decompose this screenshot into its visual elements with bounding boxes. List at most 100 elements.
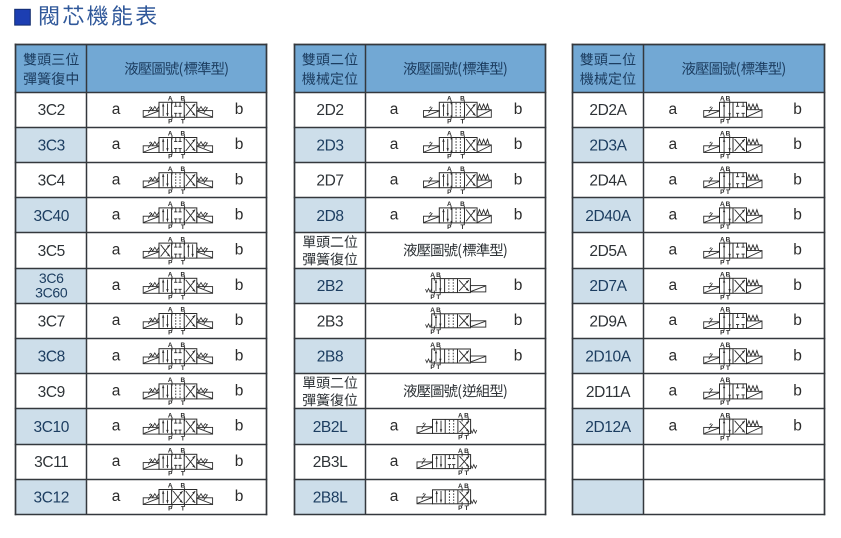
svg-text:3C40: 3C40 (34, 208, 70, 225)
svg-text:P: P (458, 470, 463, 477)
svg-text:3C4: 3C4 (38, 173, 66, 190)
svg-text:P: P (430, 364, 435, 371)
svg-text:T: T (181, 189, 185, 196)
svg-text:T: T (181, 471, 185, 478)
svg-text:b: b (793, 207, 802, 224)
svg-text:a: a (668, 347, 677, 364)
svg-text:B: B (726, 166, 731, 173)
svg-text:T: T (726, 295, 730, 302)
svg-text:b: b (235, 312, 244, 329)
svg-text:3C7: 3C7 (38, 313, 65, 330)
svg-text:b: b (793, 383, 802, 400)
svg-text:b: b (514, 171, 523, 188)
svg-text:B: B (726, 131, 731, 138)
svg-text:B: B (726, 96, 731, 103)
svg-text:a: a (112, 207, 121, 224)
svg-text:T: T (726, 154, 730, 161)
svg-text:a: a (112, 488, 121, 505)
svg-text:b: b (514, 312, 523, 329)
svg-text:A: A (720, 412, 725, 419)
svg-text:a: a (668, 171, 677, 188)
svg-text:b: b (235, 453, 244, 470)
svg-text:A: A (720, 236, 725, 243)
svg-text:T: T (464, 470, 468, 477)
svg-text:P: P (720, 224, 725, 231)
svg-text:T: T (726, 330, 730, 337)
svg-text:P: P (168, 259, 173, 266)
svg-text:2B3: 2B3 (317, 313, 343, 330)
svg-text:A: A (430, 342, 435, 349)
svg-text:P: P (720, 365, 725, 372)
svg-text:b: b (235, 171, 244, 188)
svg-text:b: b (793, 242, 802, 259)
svg-text:b: b (793, 171, 802, 188)
svg-text:b: b (235, 277, 244, 294)
svg-text:a: a (668, 418, 677, 435)
svg-text:P: P (168, 154, 173, 161)
svg-text:b: b (235, 418, 244, 435)
svg-text:P: P (447, 154, 452, 161)
svg-text:A: A (720, 201, 725, 208)
svg-text:a: a (112, 101, 121, 118)
svg-text:b: b (235, 101, 244, 118)
svg-text:b: b (793, 277, 802, 294)
svg-text:A: A (447, 166, 452, 173)
svg-text:B: B (460, 166, 465, 173)
svg-text:B: B (436, 272, 441, 279)
svg-text:A: A (447, 201, 452, 208)
svg-text:2D2: 2D2 (316, 102, 343, 119)
svg-text:2B3L: 2B3L (313, 454, 348, 471)
svg-text:B: B (726, 272, 731, 279)
svg-text:a: a (390, 488, 399, 505)
svg-text:B: B (180, 377, 185, 384)
svg-text:P: P (168, 365, 173, 372)
svg-text:T: T (461, 189, 465, 196)
svg-text:T: T (464, 505, 468, 512)
svg-text:B: B (436, 342, 441, 349)
svg-text:B: B (180, 201, 185, 208)
svg-text:T: T (464, 435, 468, 442)
svg-text:a: a (668, 383, 677, 400)
svg-text:P: P (168, 435, 173, 442)
svg-text:A: A (168, 272, 173, 279)
svg-text:A: A (720, 307, 725, 314)
svg-text:B: B (726, 236, 731, 243)
svg-text:A: A (168, 483, 173, 490)
svg-text:B: B (460, 201, 465, 208)
svg-text:b: b (235, 242, 244, 259)
svg-text:A: A (720, 377, 725, 384)
svg-text:P: P (720, 400, 725, 407)
svg-text:T: T (181, 154, 185, 161)
svg-text:B: B (726, 377, 731, 384)
svg-text:P: P (168, 400, 173, 407)
svg-text:2D40A: 2D40A (585, 208, 631, 225)
svg-text:A: A (168, 377, 173, 384)
svg-text:b: b (793, 101, 802, 118)
svg-text:A: A (720, 272, 725, 279)
svg-text:a: a (668, 101, 677, 118)
svg-text:a: a (390, 418, 399, 435)
svg-text:a: a (112, 347, 121, 364)
svg-text:B: B (464, 448, 469, 455)
svg-text:a: a (668, 242, 677, 259)
svg-text:P: P (720, 189, 725, 196)
svg-text:2D11A: 2D11A (586, 384, 631, 401)
svg-text:a: a (112, 453, 121, 470)
svg-text:B: B (180, 131, 185, 138)
svg-text:T: T (726, 189, 730, 196)
svg-text:3C60: 3C60 (35, 285, 68, 301)
svg-text:2D7A: 2D7A (589, 278, 627, 295)
svg-text:B: B (180, 483, 185, 490)
svg-text:T: T (181, 330, 185, 337)
svg-text:a: a (668, 277, 677, 294)
svg-text:P: P (458, 435, 463, 442)
svg-text:T: T (726, 400, 730, 407)
svg-text:a: a (668, 312, 677, 329)
svg-text:2D9A: 2D9A (589, 313, 627, 330)
svg-text:a: a (390, 207, 399, 224)
svg-text:B: B (726, 342, 731, 349)
svg-text:2B2L: 2B2L (313, 419, 348, 436)
svg-text:B: B (464, 413, 469, 420)
svg-text:A: A (720, 166, 725, 173)
svg-text:a: a (112, 418, 121, 435)
